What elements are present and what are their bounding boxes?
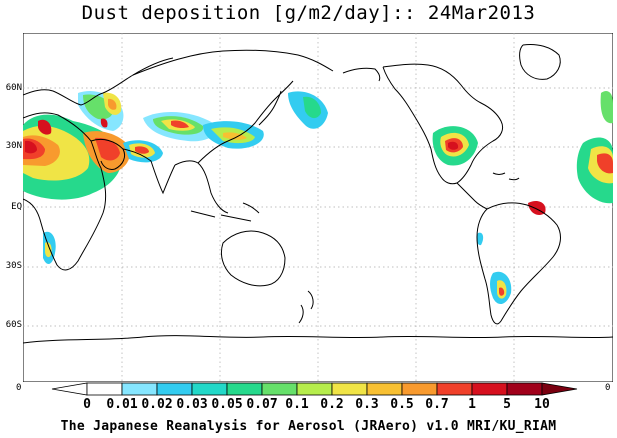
colorbar-tick-label: 0.2 [320,397,344,412]
colorbar-cell [191,382,228,396]
lat-label-60n: 60N [5,83,22,93]
colorbar-tick-label: 0.02 [141,397,173,412]
colorbar-tick-label: 5 [503,397,511,412]
colorbar-tick-label: 0 [83,397,91,412]
graticule [23,33,613,382]
dust-field [23,91,613,305]
colorbar-cell [121,382,158,396]
colorbar-min-triangle [51,382,88,396]
colorbar-cell [436,382,473,396]
colorbar-cell [261,382,298,396]
colorbar-tick-label: 0.1 [285,397,309,412]
colorbar-tick-label: 1 [468,397,476,412]
map-title: Dust deposition [g/m2/day]:: 24Mar2013 [81,2,536,24]
colorbar-tick-label: 10 [534,397,550,412]
lat-label-30s: 30S [5,261,22,271]
world-map [23,33,613,382]
colorbar-tick-label: 0.05 [211,397,243,412]
colorbar-tick-label: 0.03 [176,397,208,412]
colorbar-cell [86,382,123,396]
colorbar-tick-label: 0.3 [355,397,379,412]
colorbar-cell [296,382,333,396]
colorbar-left-end-label: 0 [16,383,22,393]
lat-label-eq: EQ [11,202,22,212]
colorbar-cell [156,382,193,396]
colorbar-cell [331,382,368,396]
colorbar-tick-label: 0.07 [246,397,278,412]
colorbar-cell [471,382,508,396]
colorbar-right-end-label: 0 [605,383,611,393]
data-credit: The Japanese Reanalysis for Aerosol (JRA… [60,419,557,434]
map-frame [23,33,613,382]
colorbar [51,382,578,396]
colorbar-tick-labels: 0 0.01 0.02 0.03 0.05 0.07 0.1 0.2 0.3 0.5 0.7 1 5 10 [0,397,617,413]
colorbar-tick-label: 0.01 [106,397,138,412]
colorbar-tick-label: 0.5 [390,397,414,412]
lat-label-60s: 60S [5,320,22,330]
colorbar-cell [401,382,438,396]
coastlines [23,44,613,344]
colorbar-cell [226,382,263,396]
colorbar-cell [366,382,403,396]
lat-label-30n: 30N [5,141,22,151]
colorbar-tick-label: 0.7 [425,397,449,412]
colorbar-max-triangle [541,382,578,396]
colorbar-cell [506,382,543,396]
